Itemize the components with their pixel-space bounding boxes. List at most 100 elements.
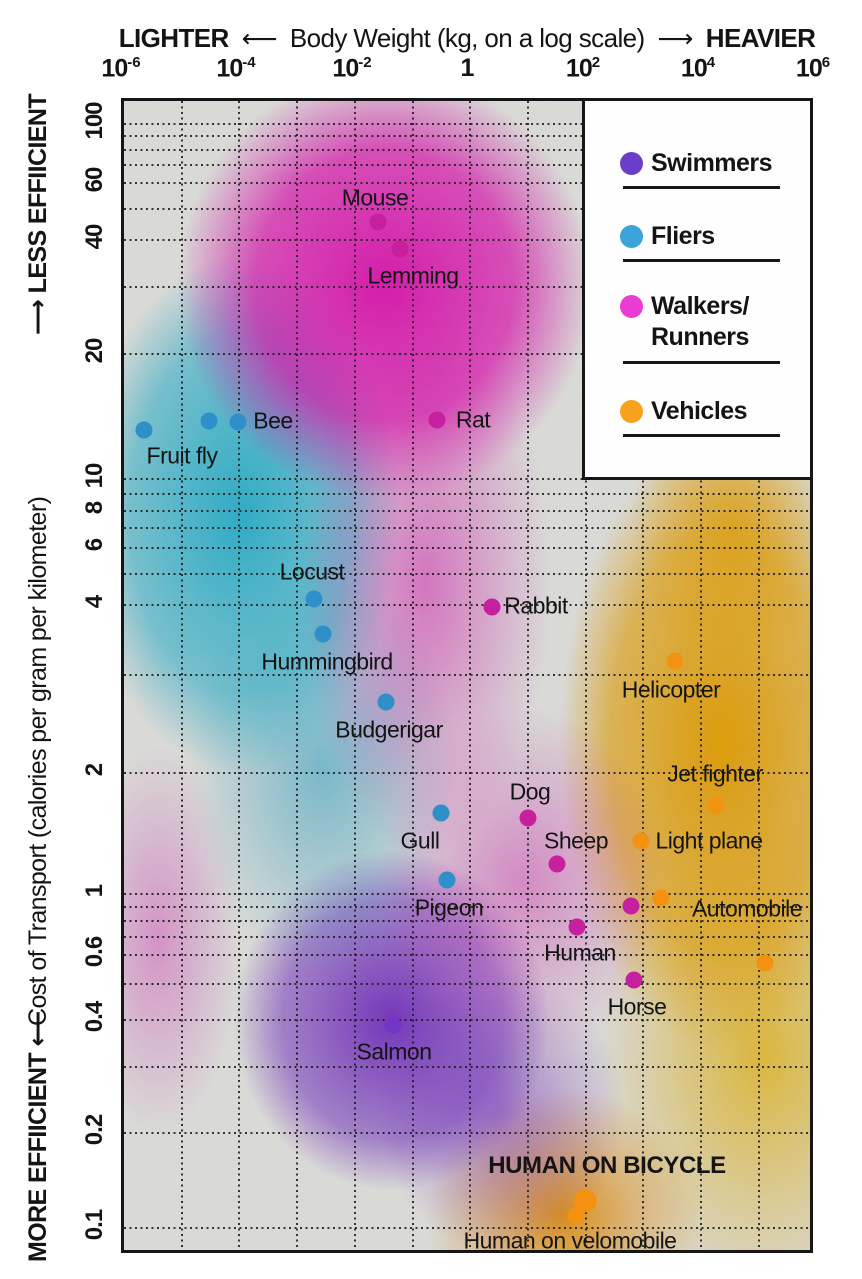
legend-underline-walkers-runners [623, 361, 780, 364]
y-tick-label-20: 20 [81, 338, 108, 364]
legend-underline-swimmers [623, 186, 780, 189]
gridline-y-minor-9 [124, 906, 810, 908]
point-hummingbird [314, 625, 332, 643]
gridline-x-3 [354, 101, 356, 1250]
y-tick-label-40: 40 [81, 224, 108, 250]
point-salmon [384, 1016, 402, 1034]
x-tick-label-104: 104 [680, 54, 716, 83]
y-tick-label-6: 6 [81, 538, 108, 552]
point-label-jet-fighter: Jet fighter [667, 760, 763, 787]
point-unlabeled-vehicles-3 [756, 954, 774, 972]
y-tick-label-1: 1 [81, 884, 108, 898]
gridline-y-8 [124, 510, 810, 512]
point-label-bee: Bee [253, 407, 293, 434]
gridline-x-6 [527, 101, 529, 1250]
point-label-locust: Locust [279, 558, 345, 585]
gridline-y-minor-13 [124, 1066, 810, 1068]
point-label-rat: Rat [455, 406, 491, 433]
point-label-salmon: Salmon [356, 1038, 432, 1065]
point-human [568, 918, 586, 936]
gridline-x-4 [412, 101, 414, 1250]
y-axis-more-efficient-label: MORE EFFIICIENT ⟵ [24, 1011, 52, 1262]
y-tick-label-4: 4 [81, 595, 108, 609]
gridline-y-0-6 [124, 954, 810, 956]
gridline-y-minor-0 [124, 135, 810, 137]
point-jet-fighter [707, 796, 725, 814]
gridline-y-minor-2 [124, 164, 810, 166]
gridline-y-20 [124, 353, 810, 355]
point-sheep [548, 855, 566, 873]
point-label-human: Human [544, 939, 616, 966]
y-tick-label-2: 2 [81, 763, 108, 777]
point-fruit-fly [135, 421, 153, 439]
gridline-y-minor-11 [124, 936, 810, 938]
x-tick-label-1: 1 [460, 54, 475, 82]
x-tick-label-10-6: 10-6 [101, 54, 141, 83]
gridline-y-minor-12 [124, 983, 810, 985]
point-label-pigeon: Pigeon [414, 894, 484, 921]
x-tick-label-106: 106 [795, 54, 831, 83]
gridline-y-40 [124, 239, 810, 241]
point-label-budgerigar: Budgerigar [335, 716, 443, 743]
legend-dot-walkers-runners [620, 295, 643, 318]
point-human-on-bicycle [573, 1189, 597, 1213]
gridline-y-minor-8 [124, 674, 810, 676]
gridline-x-5 [469, 101, 471, 1250]
gridline-y-minor-7 [124, 573, 810, 575]
gridline-y-minor-1 [124, 149, 810, 151]
gridline-x-8 [642, 101, 644, 1250]
x-axis-title: LIGHTER ⟵ Body Weight (kg, on a log scal… [118, 20, 816, 56]
legend-underline-fliers [623, 259, 780, 262]
point-label-hummingbird: Hummingbird [261, 648, 393, 675]
point-label-helicopter: Helicopter [621, 676, 721, 703]
y-axis-title-text: Cost of Transport (calories per gram per… [23, 496, 52, 1026]
gridline-y-1 [124, 893, 810, 895]
y-tick-label-60: 60 [81, 167, 108, 193]
point-mouse [369, 213, 387, 231]
point-label-human-on-velomobile: Human on velomobile [463, 1227, 677, 1253]
gridline-x-9 [700, 101, 702, 1250]
y-tick-label-0-4: 0.4 [81, 1001, 108, 1033]
point-horse [625, 971, 643, 989]
left-arrow-icon: ⟵ [241, 23, 278, 53]
legend-label-fliers: Fliers [651, 222, 715, 250]
point-helicopter [666, 652, 684, 670]
legend-dot-vehicles [620, 400, 643, 423]
point-automobile [652, 889, 670, 907]
y-tick-label-100: 100 [81, 102, 108, 140]
legend-dot-fliers [620, 225, 643, 248]
point-unlabeled-walkers-2 [622, 897, 640, 915]
point-light-plane [632, 832, 650, 850]
point-unlabeled-fliers-1 [200, 412, 218, 430]
x-tick-label-10-2: 10-2 [332, 54, 372, 83]
gridline-y-4 [124, 604, 810, 606]
point-label-fruit-fly: Fruit fly [146, 442, 218, 469]
gridline-y-0-1 [124, 1227, 810, 1229]
x-axis-heavier-label: HEAVIER [705, 22, 816, 53]
gridline-y-minor-3 [124, 208, 810, 210]
point-label-dog: Dog [509, 778, 551, 805]
point-human-on-velomobile [567, 1207, 585, 1225]
x-axis-lighter-label: LIGHTER [118, 22, 230, 53]
legend: Swimmers Fliers Walkers/Runners Vehicles [582, 98, 813, 480]
gridline-y-100 [124, 123, 810, 125]
point-label-mouse: Mouse [341, 184, 409, 211]
x-tick-label-10-4: 10-4 [216, 54, 256, 83]
point-label-automobile: Automobile [691, 895, 803, 922]
gridline-x-7 [585, 101, 587, 1250]
legend-underline-vehicles [623, 434, 780, 437]
legend-label-walkers-runners: Walkers/Runners [651, 292, 749, 351]
y-axis-title: MORE EFFIICIENT ⟵ Cost of Transport (cal… [9, 92, 67, 1262]
point-lemming [391, 240, 409, 258]
point-label-horse: Horse [607, 993, 667, 1020]
y-axis-less-efficient-label: ⟶ LESS EFFIICIENT [24, 94, 52, 335]
legend-label-vehicles: Vehicles [651, 397, 748, 425]
point-label-human-on-bicycle: HUMAN ON BICYCLE [488, 1152, 726, 1179]
gridline-y-minor-10 [124, 920, 810, 922]
point-label-sheep: Sheep [543, 827, 609, 854]
point-rabbit [483, 598, 501, 616]
right-arrow-icon: ⟶ [657, 23, 694, 53]
gridline-y-minor-4 [124, 286, 810, 288]
point-label-lemming: Lemming [367, 262, 459, 289]
